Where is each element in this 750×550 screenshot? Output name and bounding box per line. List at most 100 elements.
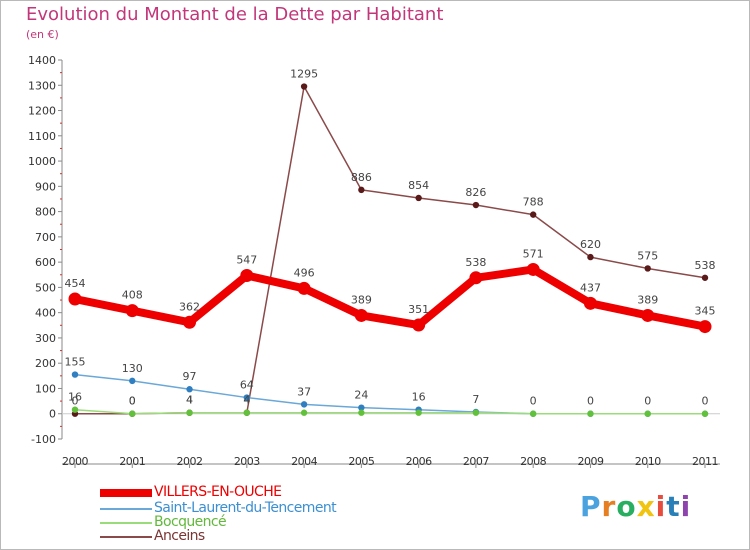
y-tick-label: 900 bbox=[35, 180, 56, 193]
y-tick-label: 1400 bbox=[28, 54, 56, 67]
data-label: 1295 bbox=[290, 68, 318, 81]
chart-unit-label: (en €) bbox=[26, 28, 59, 41]
data-point bbox=[243, 394, 251, 401]
data-point bbox=[186, 409, 193, 416]
series-line-bocquenc- bbox=[74, 408, 705, 415]
proxiti-logo: Proxiti bbox=[580, 490, 691, 523]
data-label: 788 bbox=[523, 196, 544, 209]
y-tick-label: 1300 bbox=[28, 79, 56, 92]
data-point bbox=[469, 271, 483, 285]
data-point bbox=[472, 201, 480, 209]
data-point bbox=[129, 377, 136, 385]
data-label: 620 bbox=[580, 238, 601, 251]
data-label: 7 bbox=[472, 393, 479, 406]
logo-letter: x bbox=[636, 490, 656, 523]
data-label: 538 bbox=[695, 259, 716, 272]
data-point bbox=[358, 404, 365, 411]
data-point bbox=[300, 409, 308, 416]
data-point bbox=[415, 194, 422, 202]
data-point bbox=[526, 262, 540, 276]
y-tick-label: 300 bbox=[35, 332, 56, 345]
data-label: 389 bbox=[351, 293, 372, 306]
logo-letter: r bbox=[601, 490, 617, 523]
data-point bbox=[68, 292, 82, 306]
data-point bbox=[583, 296, 597, 310]
x-tick-label: 2001 bbox=[119, 455, 145, 468]
data-point bbox=[587, 410, 594, 417]
data-label: 826 bbox=[465, 186, 486, 199]
y-tick-label: 200 bbox=[35, 357, 56, 370]
logo-letter: o bbox=[616, 490, 637, 523]
data-label: 0 bbox=[129, 395, 136, 408]
data-label: 64 bbox=[240, 379, 254, 392]
data-point bbox=[71, 371, 79, 378]
data-point bbox=[701, 410, 709, 417]
data-point bbox=[701, 274, 709, 281]
data-label: 408 bbox=[122, 289, 143, 302]
y-tick-label: 400 bbox=[35, 307, 56, 320]
data-point bbox=[300, 83, 308, 90]
data-label: 389 bbox=[637, 293, 658, 306]
data-point bbox=[240, 269, 254, 283]
y-tick-label: 700 bbox=[35, 231, 56, 244]
legend-swatch bbox=[100, 522, 152, 524]
y-tick-label: 1200 bbox=[28, 105, 56, 118]
x-tick-label: 2005 bbox=[348, 455, 374, 468]
data-point bbox=[300, 401, 308, 408]
y-tick-label: 100 bbox=[35, 382, 56, 395]
data-label: 437 bbox=[580, 281, 601, 294]
data-point bbox=[129, 410, 136, 417]
logo-letter: P bbox=[580, 490, 602, 523]
chart-title: Evolution du Montant de la Dette par Hab… bbox=[26, 4, 444, 25]
data-label: 4 bbox=[186, 394, 193, 407]
data-point bbox=[587, 253, 594, 261]
data-point bbox=[358, 409, 365, 416]
data-label: 454 bbox=[65, 277, 86, 290]
legend-label: Saint-Laurent-du-Tencement bbox=[154, 500, 337, 516]
data-point bbox=[412, 318, 426, 332]
x-tick-label: 2008 bbox=[520, 455, 546, 468]
legend-label: Bocquencé bbox=[154, 514, 227, 530]
legend-swatch bbox=[100, 508, 152, 510]
data-label: 0 bbox=[702, 395, 709, 408]
series-line-villers-en-ouche bbox=[74, 265, 706, 331]
series-line-saint-laurent-du-tencement bbox=[74, 373, 705, 415]
data-point bbox=[472, 409, 480, 416]
data-label: 345 bbox=[695, 305, 716, 318]
data-label: 575 bbox=[637, 249, 658, 262]
series-line-anceins bbox=[75, 85, 706, 415]
data-point bbox=[354, 308, 368, 322]
x-tick-label: 2006 bbox=[406, 455, 432, 468]
data-label: 496 bbox=[294, 266, 315, 279]
y-tick-label: 1100 bbox=[28, 130, 56, 143]
legend-label: Anceins bbox=[154, 528, 205, 544]
data-label: 4 bbox=[186, 394, 193, 407]
data-point bbox=[644, 265, 651, 272]
data-point bbox=[186, 386, 193, 393]
data-point bbox=[358, 186, 365, 194]
data-label: 24 bbox=[354, 389, 368, 402]
data-label: 538 bbox=[465, 256, 486, 269]
data-label: 4 bbox=[243, 394, 250, 407]
x-tick-label: 2000 bbox=[62, 455, 88, 468]
data-label: 854 bbox=[408, 179, 429, 192]
x-tick-label: 2004 bbox=[291, 455, 317, 468]
x-tick-label: 2010 bbox=[635, 455, 661, 468]
data-point bbox=[529, 211, 537, 218]
logo-letter: i bbox=[680, 490, 692, 523]
data-point bbox=[243, 409, 251, 416]
data-point bbox=[71, 406, 79, 413]
legend-swatch bbox=[100, 536, 152, 538]
logo-letter: t bbox=[666, 490, 681, 523]
data-point bbox=[644, 410, 651, 417]
data-point bbox=[125, 304, 139, 318]
data-label: 37 bbox=[297, 385, 311, 398]
data-point bbox=[698, 320, 712, 334]
y-tick-label: -100 bbox=[31, 433, 56, 446]
x-tick-label: 2002 bbox=[177, 455, 203, 468]
data-point bbox=[529, 410, 537, 417]
data-label: 351 bbox=[408, 303, 429, 316]
data-label: 0 bbox=[530, 395, 537, 408]
